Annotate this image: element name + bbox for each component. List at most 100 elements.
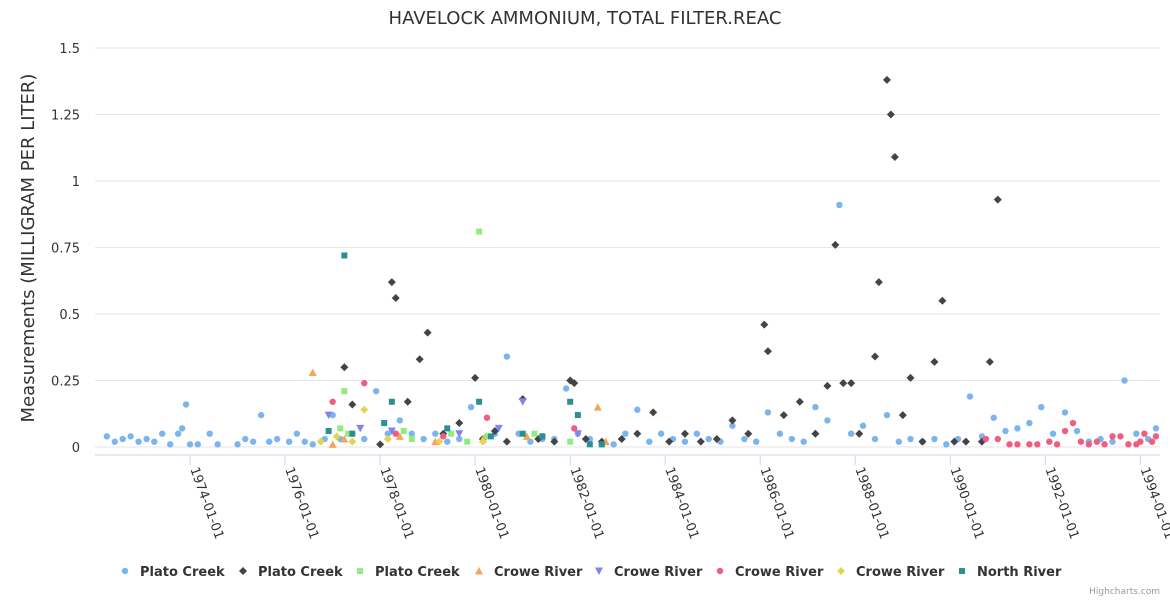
data-point[interactable] bbox=[990, 414, 997, 421]
data-point[interactable] bbox=[178, 425, 186, 432]
data-point[interactable] bbox=[1117, 433, 1124, 440]
data-point[interactable] bbox=[308, 368, 317, 377]
data-point[interactable] bbox=[329, 398, 336, 405]
data-point[interactable] bbox=[337, 425, 344, 432]
data-point[interactable] bbox=[332, 432, 341, 441]
data-point[interactable] bbox=[1046, 438, 1053, 445]
data-point[interactable] bbox=[360, 405, 369, 414]
legend-item[interactable]: Crowe River bbox=[595, 565, 703, 580]
data-point[interactable] bbox=[345, 430, 352, 437]
data-point[interactable] bbox=[455, 419, 464, 428]
data-point[interactable] bbox=[316, 437, 325, 446]
data-point[interactable] bbox=[882, 75, 891, 84]
data-point[interactable] bbox=[361, 435, 368, 443]
data-point[interactable] bbox=[408, 436, 415, 443]
data-point[interactable] bbox=[598, 441, 605, 448]
data-point[interactable] bbox=[143, 435, 150, 443]
data-point[interactable] bbox=[328, 440, 337, 448]
data-point[interactable] bbox=[214, 441, 221, 448]
data-point[interactable] bbox=[859, 422, 867, 429]
legend-symbol[interactable] bbox=[357, 568, 363, 574]
data-point[interactable] bbox=[518, 398, 527, 406]
data-point[interactable] bbox=[1049, 430, 1057, 437]
data-point[interactable] bbox=[681, 438, 689, 445]
data-point[interactable] bbox=[166, 441, 174, 448]
data-point[interactable] bbox=[779, 411, 788, 420]
data-point[interactable] bbox=[823, 381, 832, 390]
data-point[interactable] bbox=[617, 435, 626, 444]
data-point[interactable] bbox=[622, 430, 629, 437]
data-point[interactable] bbox=[1014, 441, 1021, 448]
data-point[interactable] bbox=[257, 411, 265, 419]
data-point[interactable] bbox=[918, 437, 927, 446]
data-point[interactable] bbox=[341, 252, 348, 259]
data-point[interactable] bbox=[764, 409, 772, 416]
data-point[interactable] bbox=[931, 435, 938, 443]
data-point[interactable] bbox=[531, 430, 538, 437]
data-point[interactable] bbox=[356, 424, 365, 433]
data-point[interactable] bbox=[1077, 438, 1085, 445]
data-point[interactable] bbox=[696, 437, 705, 446]
data-point[interactable] bbox=[1069, 419, 1077, 427]
data-point[interactable] bbox=[712, 435, 721, 444]
data-point[interactable] bbox=[483, 433, 490, 440]
data-point[interactable] bbox=[847, 430, 855, 437]
data-point[interactable] bbox=[562, 385, 570, 392]
data-point[interactable] bbox=[938, 296, 947, 305]
data-point[interactable] bbox=[1152, 425, 1160, 432]
data-point[interactable] bbox=[906, 373, 915, 382]
data-point[interactable] bbox=[1061, 409, 1069, 416]
data-point[interactable] bbox=[895, 438, 902, 445]
data-point[interactable] bbox=[586, 435, 594, 443]
data-point[interactable] bbox=[871, 435, 879, 443]
data-point[interactable] bbox=[467, 403, 475, 411]
data-point[interactable] bbox=[440, 433, 447, 440]
data-point[interactable] bbox=[898, 411, 907, 420]
data-point[interactable] bbox=[135, 438, 142, 445]
data-point[interactable] bbox=[665, 437, 674, 446]
data-point[interactable] bbox=[870, 352, 879, 361]
data-point[interactable] bbox=[1038, 403, 1045, 411]
data-point[interactable] bbox=[571, 425, 578, 432]
data-point[interactable] bbox=[985, 357, 994, 366]
data-point[interactable] bbox=[384, 430, 392, 437]
data-point[interactable] bbox=[444, 425, 451, 432]
data-point[interactable] bbox=[392, 430, 399, 437]
legend-item[interactable]: Crowe River bbox=[837, 565, 945, 580]
data-point[interactable] bbox=[456, 435, 463, 443]
data-point[interactable] bbox=[1053, 441, 1061, 448]
data-point[interactable] bbox=[435, 437, 444, 446]
data-point[interactable] bbox=[567, 438, 574, 445]
data-point[interactable] bbox=[455, 430, 464, 438]
data-point[interactable] bbox=[206, 430, 213, 437]
legend-symbol[interactable] bbox=[959, 568, 965, 574]
data-point[interactable] bbox=[388, 398, 395, 405]
data-point[interactable] bbox=[966, 393, 974, 400]
data-point[interactable] bbox=[182, 401, 190, 408]
data-point[interactable] bbox=[961, 437, 970, 446]
data-point[interactable] bbox=[522, 432, 531, 440]
data-point[interactable] bbox=[383, 435, 392, 444]
data-point[interactable] bbox=[348, 437, 357, 446]
data-point[interactable] bbox=[476, 228, 483, 235]
data-point[interactable] bbox=[403, 397, 412, 406]
data-point[interactable] bbox=[285, 438, 293, 445]
data-point[interactable] bbox=[776, 430, 784, 437]
data-point[interactable] bbox=[194, 441, 201, 448]
data-point[interactable] bbox=[476, 398, 483, 405]
data-point[interactable] bbox=[930, 357, 939, 366]
data-point[interactable] bbox=[111, 438, 118, 445]
data-point[interactable] bbox=[657, 430, 665, 437]
data-point[interactable] bbox=[800, 438, 807, 445]
data-point[interactable] bbox=[387, 278, 396, 287]
data-point[interactable] bbox=[763, 347, 772, 356]
data-point[interactable] bbox=[127, 433, 134, 440]
data-point[interactable] bbox=[1006, 441, 1013, 448]
data-point[interactable] bbox=[381, 420, 388, 427]
data-point[interactable] bbox=[633, 429, 642, 438]
data-point[interactable] bbox=[574, 412, 581, 419]
legend-symbol[interactable] bbox=[595, 567, 603, 576]
data-point[interactable] bbox=[593, 403, 602, 411]
legend-symbol[interactable] bbox=[475, 567, 483, 575]
data-point[interactable] bbox=[874, 278, 883, 287]
